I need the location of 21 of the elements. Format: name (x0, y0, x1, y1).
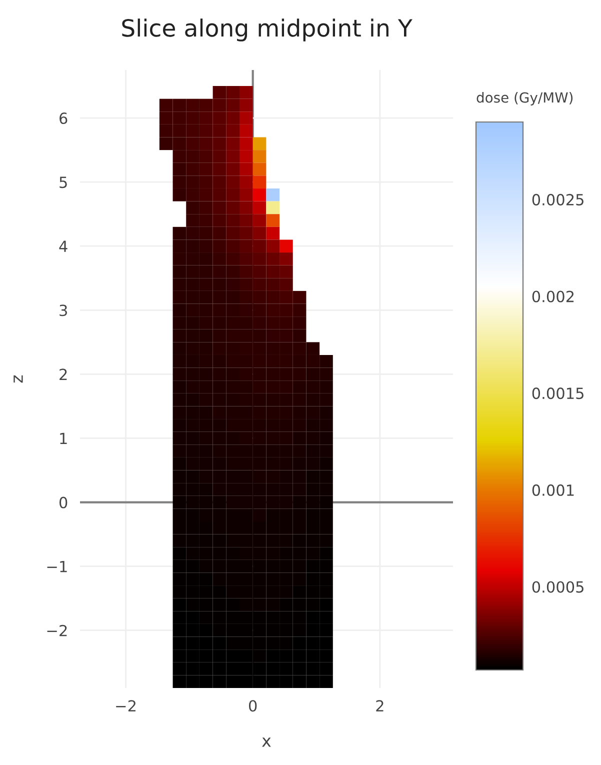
y-tick-label: 5 (60, 176, 67, 188)
color-bar-label: 0.0025 (532, 194, 584, 206)
color-bar-label: 0.001 (532, 484, 574, 496)
y-tick-label: 3 (60, 304, 67, 316)
x-tick-label: 0 (248, 700, 257, 712)
color-bar-label: 0.0005 (532, 581, 584, 593)
y-tick-label: 6 (60, 112, 68, 124)
color-bar-label: 0.002 (532, 290, 574, 302)
color-bar-label: 0.0015 (532, 388, 584, 400)
y-tick-label: −2 (47, 624, 67, 636)
color-bar-title: dose (Gy/MW) (476, 92, 573, 106)
y-axis-title: z (14, 375, 23, 383)
y-tick-label: 2 (60, 368, 67, 380)
y-tick-label: 0 (59, 496, 68, 508)
y-tick-label: 4 (59, 240, 68, 252)
y-tick-label: −1 (47, 560, 67, 572)
x-tick-label: −2 (116, 700, 136, 712)
chart-title: Slice along midpoint in Y (122, 18, 412, 42)
x-tick-label: 2 (376, 700, 384, 712)
y-tick-label: 1 (60, 432, 67, 444)
x-axis-title: x (262, 738, 271, 747)
